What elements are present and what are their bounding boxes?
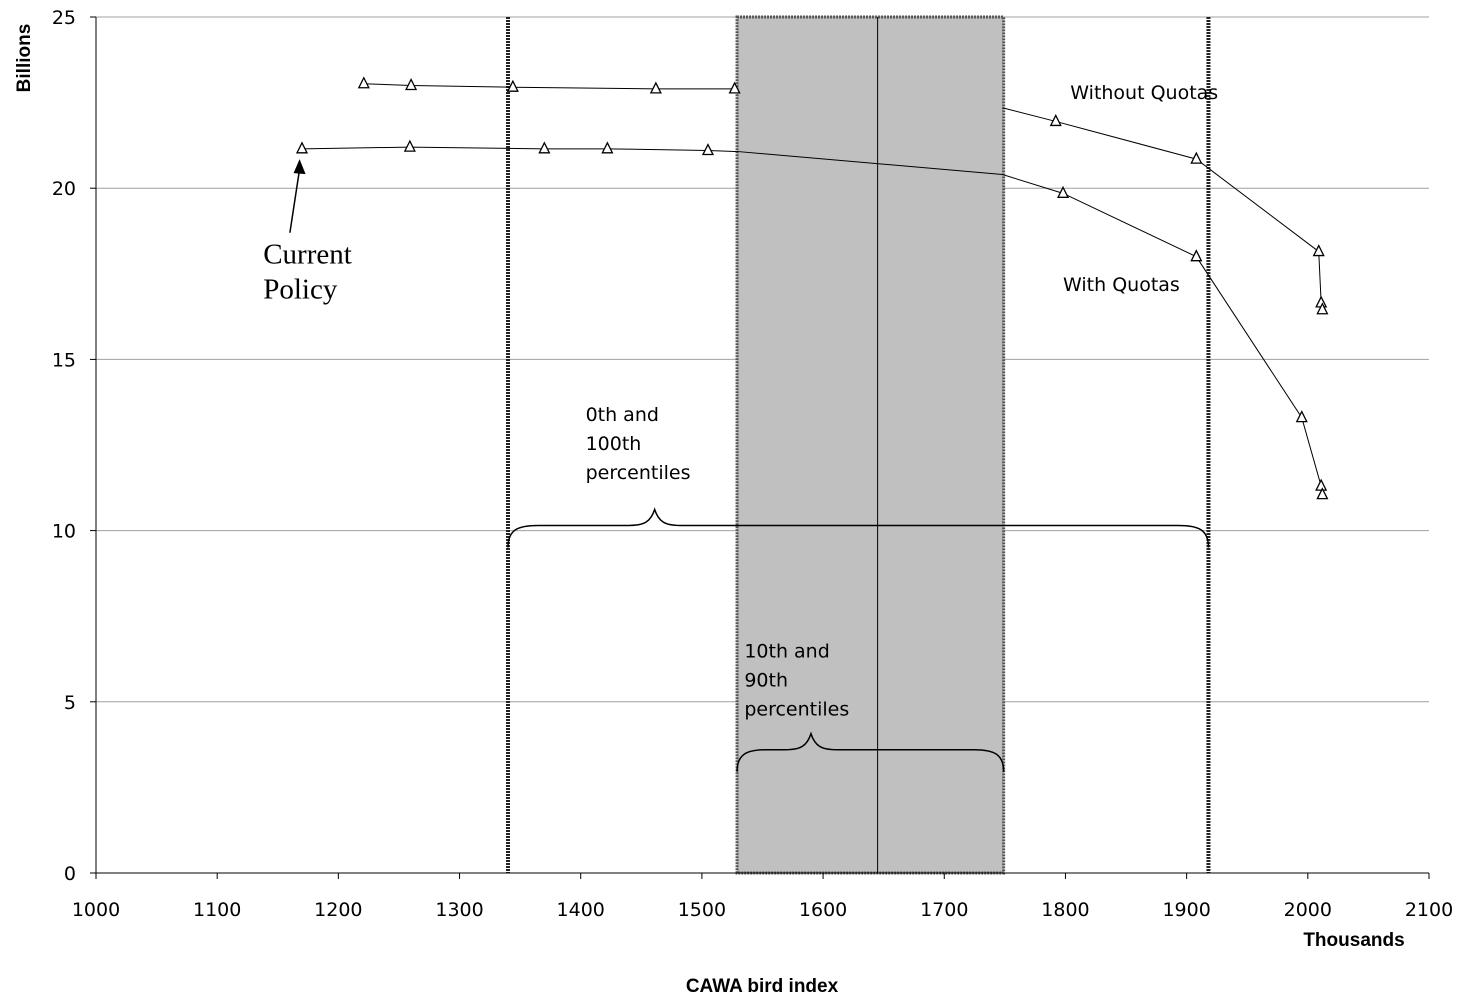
x-tick-label-1800: 1800 xyxy=(1041,899,1089,921)
y-tick-label-15: 15 xyxy=(52,349,76,371)
arrow-current-policy-head xyxy=(293,159,306,175)
y-tick-label-10: 10 xyxy=(52,521,76,543)
x-tick-label-2100: 2100 xyxy=(1405,899,1453,921)
y-tick-label-0: 0 xyxy=(64,863,76,885)
x-tick-label-1500: 1500 xyxy=(678,899,726,921)
y-tick-label-20: 20 xyxy=(52,178,76,200)
axes xyxy=(90,16,1430,879)
marker-without-9 xyxy=(1316,302,1329,315)
marker-without-3 xyxy=(649,81,662,94)
y-axis-title: Billions xyxy=(14,24,35,93)
label-without-quotas: Without Quotas xyxy=(1070,82,1218,104)
marker-without-0 xyxy=(357,76,370,89)
series-line-with-right xyxy=(1002,174,1323,495)
series-line-with-left xyxy=(302,146,708,152)
x-tick-label-1600: 1600 xyxy=(799,899,847,921)
marker-with-2 xyxy=(538,141,551,154)
x-tick-label-2000: 2000 xyxy=(1284,899,1332,921)
series-line-without-left xyxy=(363,83,735,90)
y-tick-label-5: 5 xyxy=(64,692,76,714)
x-tick-label-1100: 1100 xyxy=(193,899,241,921)
marker-with-0 xyxy=(295,141,309,154)
x-axis-unit-label: Thousands xyxy=(1303,930,1404,951)
marker-with-8 xyxy=(1315,478,1328,491)
x-tick-label-1700: 1700 xyxy=(920,899,968,921)
marker-with-6 xyxy=(1190,249,1203,262)
label-current-policy: Current Policy xyxy=(263,239,352,306)
label-outer-percentiles: 0th and 100th percentiles xyxy=(586,404,691,484)
arrow-current-policy-shaft xyxy=(289,168,301,233)
x-axis-title: CAWA bird index xyxy=(686,976,839,997)
marker-without-1 xyxy=(405,78,418,91)
x-tick-label-1200: 1200 xyxy=(314,899,362,921)
y-tick-label-25: 25 xyxy=(52,7,76,29)
tick-labels: 0 5 10 15 20 25 1000 1100 1200 1300 1400 1500 1600 17… xyxy=(52,7,1453,921)
marker-without-5 xyxy=(1049,113,1062,127)
annotations: Without Quotas With Quotas Current Policy 0t… xyxy=(263,82,1218,772)
shaded-band-10th-90th xyxy=(735,15,1006,875)
x-tick-label-1400: 1400 xyxy=(557,899,605,921)
marker-with-3 xyxy=(601,141,614,154)
marker-with-5 xyxy=(1056,185,1070,198)
marker-with-7 xyxy=(1295,410,1308,423)
x-tick-label-1000: 1000 xyxy=(72,899,120,921)
brace-outer xyxy=(507,507,1210,548)
series-line-with-middle xyxy=(707,150,1003,176)
label-inner-percentiles: 10th and 90th percentiles xyxy=(744,640,849,720)
marker-without-7 xyxy=(1312,244,1325,257)
brace-inner xyxy=(736,731,1005,772)
marker-with-4 xyxy=(701,143,715,156)
percentile-band xyxy=(506,15,1211,875)
marker-without-2 xyxy=(506,79,519,92)
marker-without-6 xyxy=(1190,151,1203,164)
marker-without-4 xyxy=(728,81,741,94)
marker-with-1 xyxy=(403,139,416,152)
marker-with-9 xyxy=(1316,487,1329,500)
label-with-quotas: With Quotas xyxy=(1063,274,1180,296)
x-tick-label-1900: 1900 xyxy=(1162,899,1210,921)
x-tick-label-1300: 1300 xyxy=(435,899,483,921)
data-markers xyxy=(295,76,1329,500)
